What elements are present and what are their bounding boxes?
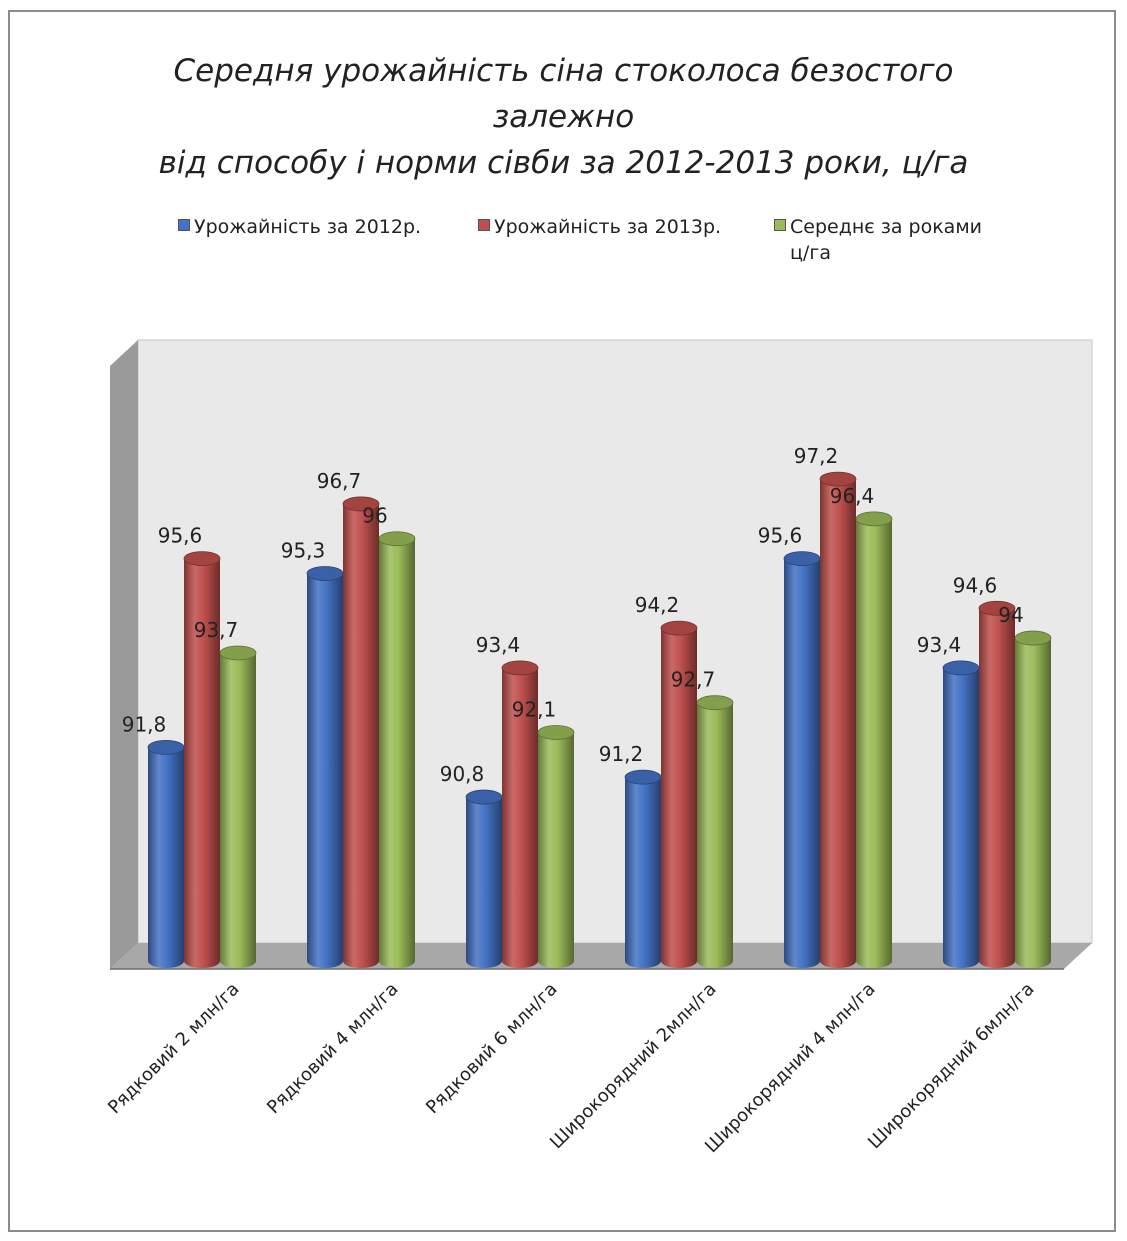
chart-title-line-3: від способу і норми сівби за 2012-2013 р… bbox=[158, 145, 969, 181]
bar bbox=[783, 551, 821, 968]
value-label: 94,2 bbox=[635, 593, 680, 617]
category-label: Рядковий 6 млн/га bbox=[422, 979, 562, 1119]
bar-top bbox=[183, 551, 221, 566]
chart-title-line-2: залежно bbox=[492, 99, 635, 135]
value-label: 95,3 bbox=[281, 538, 326, 562]
value-label: 94,6 bbox=[953, 573, 998, 597]
value-label: 91,2 bbox=[599, 742, 644, 766]
bars bbox=[147, 471, 1052, 968]
bar-body bbox=[148, 747, 184, 968]
value-label: 95,6 bbox=[158, 524, 203, 548]
bar-body bbox=[697, 702, 733, 968]
legend-label-average-line-1: Середнє за роками bbox=[790, 216, 983, 238]
bar-body bbox=[979, 608, 1015, 968]
value-label: 95,6 bbox=[758, 524, 803, 548]
bar-top bbox=[783, 551, 821, 566]
value-label: 96,4 bbox=[830, 484, 875, 508]
bar-top bbox=[378, 531, 416, 547]
bar-top bbox=[942, 660, 980, 676]
bar-top bbox=[501, 660, 539, 676]
side-wall bbox=[110, 340, 138, 969]
legend-swatch-average bbox=[774, 219, 786, 231]
bar-body bbox=[466, 797, 502, 968]
bar-body bbox=[943, 667, 979, 968]
bar-top bbox=[624, 769, 662, 785]
value-label: 92,1 bbox=[512, 697, 557, 721]
bar bbox=[465, 789, 503, 968]
value-label: 93,4 bbox=[476, 633, 521, 657]
bar bbox=[378, 531, 416, 968]
value-label: 91,8 bbox=[122, 712, 167, 736]
bar-body bbox=[184, 558, 220, 968]
bar bbox=[219, 645, 257, 968]
value-label: 96 bbox=[362, 504, 387, 528]
category-label: Широкорядний 6млн/га bbox=[864, 979, 1038, 1153]
bar-body bbox=[820, 479, 856, 968]
bar bbox=[306, 566, 344, 968]
bar bbox=[1014, 630, 1052, 968]
category-label: Широкорядний 4 млн/га bbox=[701, 979, 880, 1158]
bar-body bbox=[502, 667, 538, 968]
bar bbox=[501, 660, 539, 968]
legend-swatch-2013 bbox=[478, 219, 490, 231]
chart-title-line-1: Середня урожайність сіна стоколоса безос… bbox=[173, 53, 954, 89]
bar-body bbox=[784, 558, 820, 968]
bar-top bbox=[147, 739, 185, 755]
category-label: Широкорядний 2млн/га bbox=[546, 979, 720, 1153]
bar-top bbox=[660, 620, 698, 636]
value-label: 97,2 bbox=[794, 444, 839, 468]
bar-body bbox=[856, 518, 892, 968]
bar-top bbox=[306, 566, 344, 581]
value-label: 93,7 bbox=[194, 618, 239, 642]
bar bbox=[660, 620, 698, 968]
bar-body bbox=[538, 732, 574, 968]
bar bbox=[537, 725, 575, 968]
value-label: 93,4 bbox=[917, 633, 962, 657]
bar-top bbox=[819, 471, 857, 487]
category-label: Рядковий 4 млн/га bbox=[263, 979, 403, 1119]
bar-body bbox=[343, 503, 379, 968]
bar bbox=[696, 695, 734, 968]
value-label: 92,7 bbox=[671, 668, 716, 692]
bar-body bbox=[625, 777, 661, 968]
bar-top bbox=[978, 600, 1016, 616]
legend-swatch-2012 bbox=[178, 219, 190, 231]
legend-label-2013: Урожайність за 2013р. bbox=[494, 216, 722, 238]
category-label: Рядковий 2 млн/га bbox=[104, 979, 244, 1119]
category-labels: Рядковий 2 млн/га Рядковий 4 млн/га Рядков… bbox=[104, 979, 1039, 1158]
bar-top bbox=[1014, 630, 1052, 646]
bar bbox=[942, 660, 980, 968]
legend-label-2012: Урожайність за 2012р. bbox=[194, 216, 422, 238]
bar-top bbox=[465, 789, 503, 805]
bar bbox=[819, 471, 857, 968]
chart-title: Середня урожайність сіна стоколоса безос… bbox=[0, 48, 1127, 186]
bar-top bbox=[537, 725, 575, 740]
value-label: 96,7 bbox=[317, 469, 362, 493]
bar bbox=[855, 511, 893, 968]
value-labels: 91,8 95,6 93,7 95,3 96,796 90,8 93,4 92,1 91,2 94… bbox=[122, 444, 1024, 786]
bar-top bbox=[219, 645, 257, 661]
bar-body bbox=[379, 538, 415, 968]
bar-body bbox=[661, 628, 697, 968]
bar bbox=[147, 739, 185, 968]
bar-top bbox=[855, 511, 893, 527]
value-label: 94 bbox=[998, 603, 1023, 627]
bar bbox=[624, 769, 662, 968]
bar-body bbox=[1015, 638, 1051, 968]
value-label: 90,8 bbox=[440, 762, 485, 786]
bar-top bbox=[342, 496, 380, 512]
legend-label-average: Середнє за роками ц/га bbox=[790, 214, 982, 266]
bar-body bbox=[307, 573, 343, 968]
bar bbox=[978, 600, 1016, 968]
bar bbox=[183, 551, 221, 968]
bar bbox=[342, 496, 380, 968]
bar-body bbox=[220, 652, 256, 968]
legend-label-average-line-2: ц/га bbox=[790, 242, 831, 264]
bar-top bbox=[696, 695, 734, 711]
